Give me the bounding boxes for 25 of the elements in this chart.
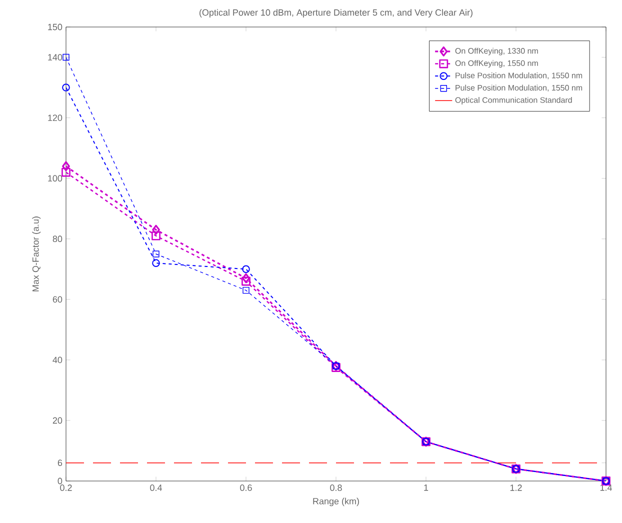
y-tick-label: 60 [52,296,62,303]
y-tick-label: 150 [48,24,62,30]
y-tick-label: 100 [48,175,62,182]
y-tick-label: 40 [52,356,62,364]
legend-label: On OffKeying, 1550 nm [455,60,538,68]
y-tick-label: 80 [52,236,62,242]
legend-label: On OffKeying, 1330 nm [455,48,538,56]
y-tick-label: 20 [52,417,62,424]
x-tick-label: 1.4 [600,484,612,491]
x-axis-title: Range (km) [313,498,359,506]
x-tick-label: 0.4 [150,484,162,491]
y-axis-title: Max Q-Factor (a.u) [32,216,41,292]
x-tick-label: 0.6 [240,484,252,491]
x-tick-label: 1 [424,484,428,491]
y-tick-label: 120 [48,114,62,121]
legend-label: Pulse Position Modulation, 1550 nm [456,84,582,92]
legend-label: Optical Communication Standard [455,97,572,104]
y-tick-label: 140 [48,54,62,60]
y-tick-label: 6 [58,460,62,466]
chart-title: (Optical Power 10 dBm, Aperture Diameter 5 cm, and Very Clear Air) [200,9,472,18]
y-tick-label: 0 [58,478,62,484]
x-tick-label: 0.2 [60,484,72,491]
x-tick-label: 0.8 [330,484,342,491]
x-tick-label: 1.2 [510,484,522,491]
legend-label: Pulse Position Modulation, 1550 nm [456,72,582,80]
